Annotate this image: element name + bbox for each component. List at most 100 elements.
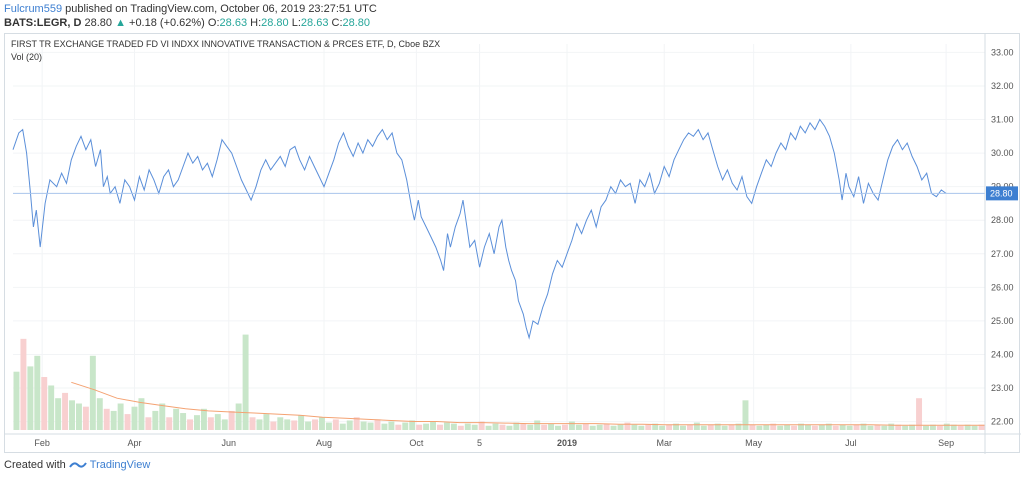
volume-bar bbox=[346, 420, 353, 430]
volume-bar bbox=[117, 403, 124, 430]
author-link[interactable]: Fulcrum559 bbox=[4, 3, 63, 15]
volume-bar bbox=[485, 425, 492, 430]
volume-bar bbox=[680, 425, 686, 430]
volume-bar bbox=[325, 422, 332, 430]
volume-bar bbox=[492, 423, 499, 430]
x-tick-label: Jun bbox=[222, 438, 237, 448]
volume-bar bbox=[423, 423, 430, 430]
y-tick-label: 31.00 bbox=[991, 115, 1014, 125]
volume-bar bbox=[159, 403, 166, 430]
volume-bar bbox=[909, 424, 916, 430]
volume-bar bbox=[284, 419, 291, 430]
volume-bar bbox=[388, 421, 395, 430]
tradingview-brand[interactable]: TradingView bbox=[89, 459, 151, 471]
volume-bar bbox=[936, 425, 943, 430]
volume-bar bbox=[561, 424, 568, 430]
volume-bar bbox=[596, 424, 603, 430]
volume-bar bbox=[673, 423, 680, 430]
ohlc-low-label: L: bbox=[291, 17, 301, 29]
symbol-name: BATS:LEGR, D bbox=[4, 17, 82, 29]
volume-bar bbox=[214, 414, 221, 430]
volume-bar bbox=[548, 423, 555, 430]
volume-bar bbox=[645, 424, 652, 430]
volume-bar bbox=[291, 420, 298, 430]
volume-bar bbox=[200, 408, 207, 430]
volume-bar bbox=[166, 417, 173, 430]
volume-bar bbox=[312, 419, 318, 430]
volume-bar bbox=[686, 424, 693, 430]
price-change: +0.18 (+0.62%) bbox=[129, 17, 205, 29]
volume-bar bbox=[96, 398, 103, 430]
x-tick-label: Apr bbox=[127, 438, 141, 448]
x-tick-label: Aug bbox=[316, 438, 332, 448]
ohlc-open-label: O: bbox=[207, 17, 220, 29]
volume-bar bbox=[478, 421, 485, 430]
volume-ma-line bbox=[71, 381, 985, 426]
publish-info: Fulcrum559 published on TradingView.com,… bbox=[4, 3, 377, 15]
volume-bar bbox=[818, 424, 825, 430]
x-tick-label: Mar bbox=[656, 438, 672, 448]
volume-bar bbox=[631, 424, 638, 430]
x-tick-label: 2019 bbox=[557, 438, 577, 448]
volume-bar bbox=[110, 410, 117, 430]
volume-bar bbox=[624, 422, 631, 430]
volume-bar bbox=[693, 422, 700, 430]
volume-bar bbox=[923, 425, 929, 430]
volume-bar bbox=[27, 366, 34, 430]
volume-bar bbox=[902, 425, 909, 430]
volume-bar bbox=[367, 422, 374, 430]
x-tick-label: Oct bbox=[409, 438, 424, 448]
volume-bar bbox=[374, 419, 381, 430]
ohlc-close-value: 28.80 bbox=[342, 17, 371, 29]
created-with-text: Created with bbox=[4, 459, 66, 471]
volume-bar bbox=[728, 424, 735, 430]
volume-bar bbox=[416, 424, 423, 430]
volume-bar bbox=[575, 424, 582, 430]
volume-bar bbox=[353, 417, 360, 430]
last-price: 28.80 bbox=[84, 17, 112, 29]
volume-bar bbox=[138, 398, 145, 430]
chart-frame[interactable]: 33.0032.0031.0030.0029.0028.0027.0026.00… bbox=[4, 33, 1021, 454]
volume-bar bbox=[568, 421, 575, 430]
volume-bar bbox=[471, 424, 478, 430]
volume-bar bbox=[34, 355, 41, 430]
volume-bar bbox=[152, 410, 159, 430]
footer: Created with TradingView bbox=[4, 459, 150, 471]
y-tick-label: 26.00 bbox=[991, 282, 1014, 292]
volume-bar bbox=[707, 424, 714, 430]
up-arrow-icon: ▲ bbox=[115, 17, 126, 29]
volume-bar bbox=[506, 425, 513, 430]
ohlc-close-label: C: bbox=[331, 17, 343, 29]
volume-bar bbox=[318, 417, 325, 430]
volume-bar bbox=[659, 425, 666, 430]
volume-bar bbox=[811, 425, 818, 430]
volume-bar bbox=[173, 408, 180, 430]
volume-bar bbox=[603, 423, 610, 430]
volume-bar bbox=[55, 398, 62, 430]
volume-bar bbox=[950, 424, 957, 430]
volume-bar bbox=[263, 414, 270, 430]
volume-bar bbox=[700, 425, 707, 430]
volume-bar bbox=[735, 423, 742, 430]
volume-bar bbox=[666, 424, 673, 430]
volume-bar bbox=[964, 424, 971, 430]
volume-bar bbox=[360, 421, 367, 430]
volume-bar bbox=[381, 423, 388, 430]
volume-bar bbox=[881, 425, 888, 430]
volume-bar bbox=[131, 406, 138, 430]
volume-bar bbox=[534, 420, 541, 430]
volume-bar bbox=[270, 421, 277, 430]
current-price-tag bbox=[986, 186, 1018, 201]
volume-bar bbox=[742, 400, 749, 430]
volume-bar bbox=[305, 421, 312, 430]
volume-bar bbox=[825, 423, 832, 430]
ohlc-low-value: 28.63 bbox=[300, 17, 329, 29]
price-chart[interactable]: 33.0032.0031.0030.0029.0028.0027.0026.00… bbox=[5, 34, 1021, 454]
y-tick-label: 27.00 bbox=[991, 249, 1014, 259]
volume-bar bbox=[770, 423, 777, 430]
x-tick-label: Sep bbox=[938, 438, 954, 448]
volume-bar bbox=[332, 419, 339, 430]
volume-bar bbox=[714, 423, 721, 430]
volume-bar bbox=[402, 422, 409, 430]
volume-bar bbox=[145, 417, 152, 430]
